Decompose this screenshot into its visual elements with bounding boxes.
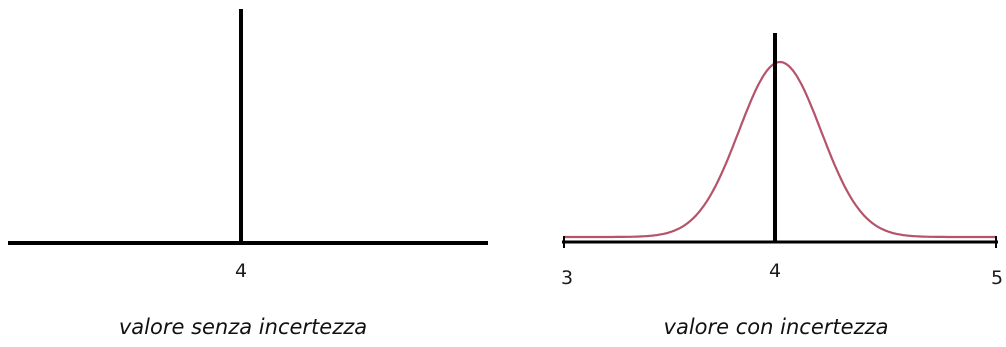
gaussian-curve <box>564 60 996 239</box>
right-tick-label-5: 5 <box>991 267 1003 289</box>
left-tick-label-4: 4 <box>235 260 247 282</box>
right-caption: valore con incertezza <box>664 315 889 339</box>
left-caption: valore senza incertezza <box>119 315 367 339</box>
left-panel: 4 valore senza incertezza <box>8 9 488 339</box>
right-panel: 3 4 5 valore con incertezza <box>561 33 1003 339</box>
right-tick-label-3: 3 <box>561 267 573 289</box>
right-tick-label-4: 4 <box>769 260 781 282</box>
